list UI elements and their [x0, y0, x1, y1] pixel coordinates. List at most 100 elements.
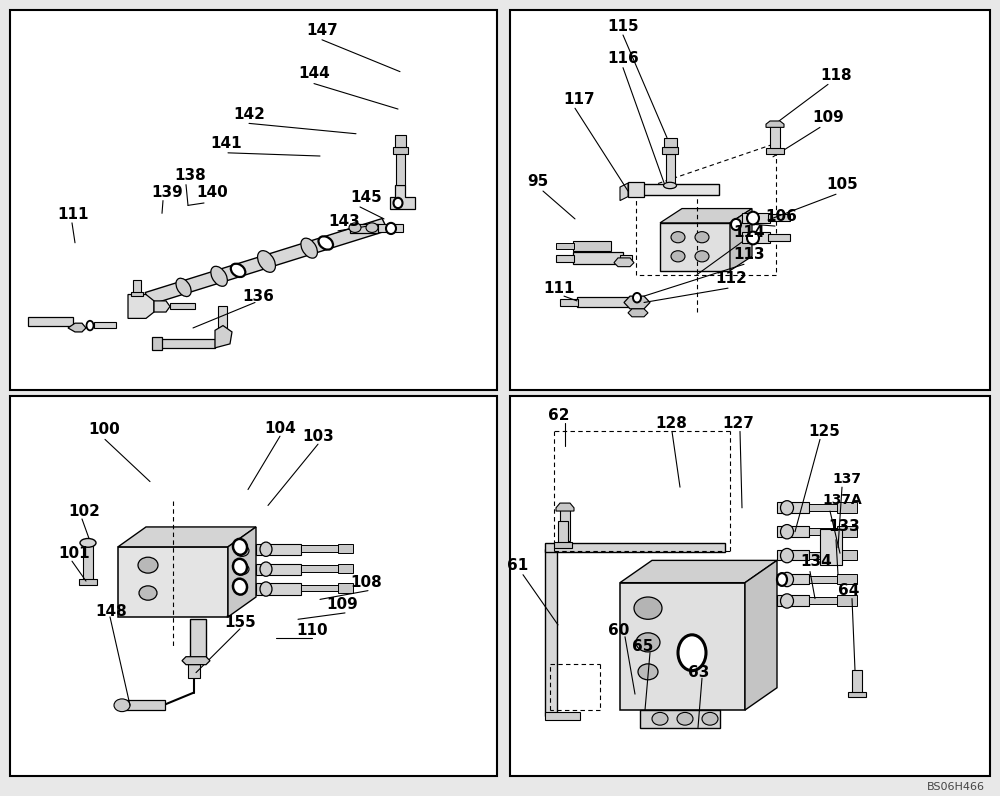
Bar [560, 508, 570, 541]
Polygon shape [556, 503, 574, 511]
Bar [131, 292, 143, 296]
Text: 112: 112 [715, 271, 747, 286]
Circle shape [702, 712, 718, 725]
Bar [809, 552, 839, 559]
Ellipse shape [780, 572, 794, 587]
Bar [554, 542, 572, 548]
Text: 137A: 137A [822, 493, 862, 507]
Text: 60: 60 [608, 623, 629, 638]
Bar [556, 243, 574, 249]
Ellipse shape [633, 293, 641, 302]
Text: 95: 95 [527, 174, 548, 189]
Ellipse shape [260, 562, 272, 576]
Bar [577, 297, 632, 307]
Polygon shape [660, 209, 752, 223]
Bar [837, 550, 857, 560]
Bar [573, 252, 623, 264]
Ellipse shape [747, 212, 759, 224]
Polygon shape [215, 326, 232, 348]
Polygon shape [154, 301, 170, 312]
Polygon shape [730, 209, 752, 271]
Bar [770, 123, 780, 151]
Bar [742, 213, 770, 223]
Bar [83, 543, 93, 581]
Ellipse shape [678, 635, 706, 670]
Polygon shape [118, 527, 256, 547]
Text: 105: 105 [826, 178, 858, 192]
Polygon shape [620, 560, 777, 583]
Polygon shape [745, 560, 777, 710]
Circle shape [235, 564, 249, 575]
Ellipse shape [233, 559, 247, 575]
Bar [852, 670, 862, 694]
Text: 113: 113 [733, 248, 765, 262]
Bar [338, 544, 353, 553]
Text: 110: 110 [296, 623, 328, 638]
Bar [396, 153, 405, 185]
Bar [664, 138, 677, 147]
Circle shape [671, 251, 685, 262]
Bar [10, 396, 497, 776]
Circle shape [235, 545, 249, 556]
Text: 61: 61 [507, 558, 528, 572]
Ellipse shape [664, 182, 676, 189]
Polygon shape [68, 323, 86, 332]
Ellipse shape [301, 238, 317, 258]
Bar [256, 564, 301, 575]
Text: 140: 140 [196, 185, 228, 200]
Polygon shape [624, 296, 650, 309]
Ellipse shape [780, 501, 794, 515]
Bar [809, 576, 839, 583]
Bar [573, 241, 611, 251]
Bar [188, 664, 200, 678]
Ellipse shape [777, 573, 787, 586]
Text: 106: 106 [765, 209, 797, 224]
Bar [837, 526, 857, 537]
Ellipse shape [780, 594, 794, 608]
Bar [301, 585, 341, 591]
Bar [556, 255, 574, 262]
Bar [837, 595, 857, 606]
Circle shape [671, 232, 685, 243]
Ellipse shape [211, 267, 227, 287]
Bar [395, 135, 406, 147]
Circle shape [677, 712, 693, 725]
Bar [620, 255, 632, 263]
Circle shape [139, 586, 157, 600]
Bar [338, 583, 353, 593]
Text: 145: 145 [350, 190, 382, 205]
Bar [742, 232, 770, 243]
Text: 128: 128 [655, 416, 687, 431]
Ellipse shape [80, 538, 96, 548]
Text: 102: 102 [68, 504, 100, 518]
Polygon shape [145, 219, 388, 304]
Bar [10, 10, 497, 390]
Bar [545, 712, 580, 720]
Text: 103: 103 [302, 429, 334, 443]
Ellipse shape [731, 219, 741, 230]
Bar [152, 337, 162, 350]
Circle shape [695, 232, 709, 243]
Bar [777, 526, 809, 537]
Text: 109: 109 [812, 111, 844, 125]
Text: 147: 147 [306, 23, 338, 37]
Circle shape [638, 664, 658, 680]
Bar [640, 710, 720, 728]
Text: 155: 155 [224, 615, 256, 630]
Bar [378, 224, 403, 232]
Circle shape [349, 223, 361, 232]
Polygon shape [390, 185, 415, 209]
Polygon shape [614, 258, 634, 267]
Circle shape [114, 699, 130, 712]
Text: 148: 148 [95, 604, 127, 618]
Ellipse shape [233, 539, 247, 555]
Text: 109: 109 [326, 598, 358, 612]
Bar [338, 564, 353, 573]
Text: 116: 116 [607, 52, 639, 66]
Polygon shape [128, 295, 154, 318]
Text: 118: 118 [820, 68, 852, 83]
Polygon shape [766, 121, 784, 127]
Ellipse shape [87, 321, 94, 330]
Bar [510, 396, 990, 776]
Text: 115: 115 [607, 19, 639, 33]
